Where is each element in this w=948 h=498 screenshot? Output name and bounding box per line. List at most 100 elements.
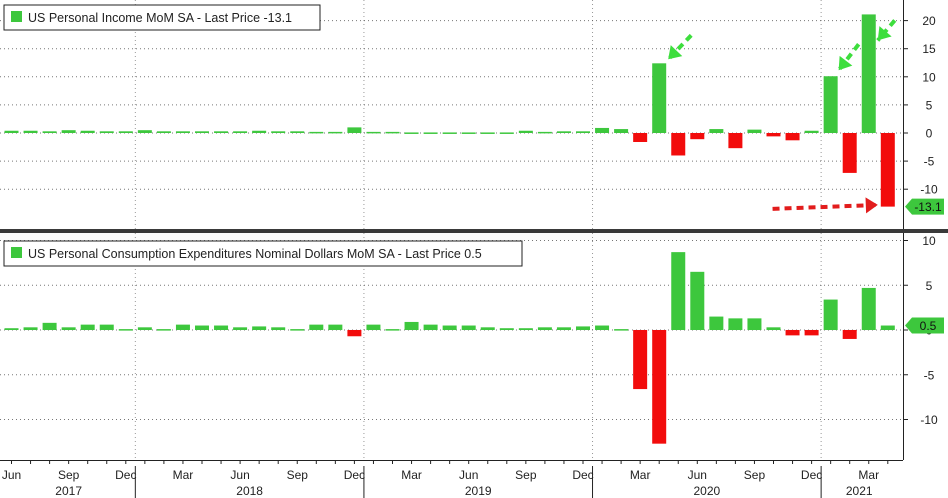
consumption-y-tick-label: 10 — [922, 234, 936, 248]
income-bar — [328, 131, 343, 134]
consumption-bar — [366, 324, 381, 330]
income-y-tick-label: 0 — [926, 127, 933, 141]
consumption-bar — [61, 327, 76, 330]
arrow-mar2021-shaft — [876, 19, 897, 42]
income-legend: US Personal Income MoM SA - Last Price -… — [3, 4, 321, 31]
income-y-axis: -10 -5 0 5 10 15 20 -13.1 — [903, 0, 944, 229]
income-bar — [99, 131, 114, 133]
consumption-bar — [728, 318, 743, 330]
income-bar — [880, 133, 895, 207]
consumption-bar — [576, 326, 590, 330]
consumption-bar — [671, 252, 686, 330]
x-year-label: 2017 — [55, 484, 82, 498]
consumption-legend: US Personal Consumption Expenditures Nom… — [3, 240, 523, 267]
income-bar — [366, 131, 381, 134]
income-bar — [442, 132, 457, 134]
income-bar — [214, 131, 229, 133]
consumption-bar — [633, 330, 648, 390]
income-bar — [747, 129, 762, 133]
x-month-label: Sep — [287, 468, 309, 482]
consumption-bar — [442, 325, 457, 330]
income-bar — [861, 14, 876, 134]
income-bar — [709, 129, 724, 133]
consumption-bar — [785, 330, 800, 336]
income-bar — [271, 131, 286, 133]
consumption-bar — [823, 299, 838, 330]
x-month-label: Mar — [401, 468, 422, 482]
consumption-bar — [175, 324, 190, 330]
arrow-apr2021-head — [865, 197, 878, 214]
consumption-bar — [709, 316, 724, 330]
consumption-bar — [652, 330, 667, 444]
x-month-label: Jun — [230, 468, 249, 482]
consumption-bar — [42, 322, 57, 330]
income-y-tick-label: 15 — [922, 42, 936, 56]
income-bar — [233, 131, 248, 133]
income-y-tick-label: 20 — [922, 14, 936, 28]
consumption-bar — [499, 328, 514, 330]
consumption-bar — [99, 324, 114, 330]
income-bar — [652, 63, 667, 134]
consumption-y-tick-label: -10 — [920, 413, 938, 427]
x-month-label: Mar — [173, 468, 194, 482]
consumption-bar — [347, 330, 362, 337]
income-y-tick-label: 10 — [922, 70, 936, 84]
consumption-bar — [804, 330, 819, 336]
arrow-jan2021-head — [838, 55, 853, 71]
x-year-label: 2021 — [846, 484, 873, 498]
consumption-bar — [404, 321, 419, 330]
income-chart-panel: -10 -5 0 5 10 15 20 -13.1 — [0, 0, 944, 229]
income-bar — [156, 131, 171, 133]
consumption-bar — [137, 327, 152, 330]
consumption-y-tick-label: 5 — [926, 279, 933, 293]
income-bar — [347, 127, 362, 133]
income-bar — [61, 130, 76, 133]
consumption-bar — [766, 327, 781, 330]
x-month-label: Dec — [115, 468, 136, 482]
income-bar — [290, 131, 305, 133]
x-month-label: Jun — [459, 468, 478, 482]
x-month-label: Sep — [744, 468, 766, 482]
consumption-bar — [23, 327, 38, 330]
arrow-jan2021 — [837, 43, 861, 72]
income-last-price-label: -13.1 — [914, 200, 942, 214]
income-bar — [252, 130, 267, 133]
x-month-label: Dec — [572, 468, 593, 482]
consumption-bar — [252, 326, 267, 330]
consumption-bar — [595, 325, 610, 330]
consumption-last-price-marker: 0.5 — [905, 317, 944, 334]
consumption-grid — [0, 233, 903, 460]
consumption-bar — [118, 329, 133, 331]
income-bar — [423, 132, 438, 134]
income-grid — [0, 0, 903, 229]
x-month-label: Sep — [58, 468, 80, 482]
income-bar — [137, 130, 152, 133]
consumption-bar — [861, 287, 876, 330]
income-bar — [385, 131, 400, 134]
x-year-label: 2020 — [693, 484, 720, 498]
income-bar — [785, 133, 800, 141]
income-bar — [556, 131, 571, 133]
income-y-tick-label: -10 — [920, 183, 938, 197]
arrow-apr2020-head — [668, 45, 683, 60]
income-bar — [480, 132, 495, 134]
income-last-price-tag — [905, 198, 944, 215]
income-bar — [633, 133, 648, 142]
income-bar — [175, 131, 190, 133]
consumption-last-price-label: 0.5 — [920, 319, 937, 333]
income-bar — [595, 127, 610, 133]
consumption-bar — [233, 327, 248, 330]
income-bar — [766, 133, 781, 137]
income-bar — [614, 129, 629, 133]
income-last-price-marker: -13.1 — [905, 198, 944, 215]
x-year-label: 2019 — [465, 484, 492, 498]
x-month-label: Dec — [344, 468, 365, 482]
income-bar — [118, 131, 133, 133]
consumption-legend-label: US Personal Consumption Expenditures Nom… — [28, 247, 482, 261]
consumption-bar — [156, 329, 171, 331]
consumption-bar — [614, 329, 629, 331]
consumption-chart-panel: -10-505100.5 — [0, 233, 944, 460]
income-y-tick-label: -5 — [924, 155, 935, 169]
consumption-bar — [518, 328, 533, 330]
